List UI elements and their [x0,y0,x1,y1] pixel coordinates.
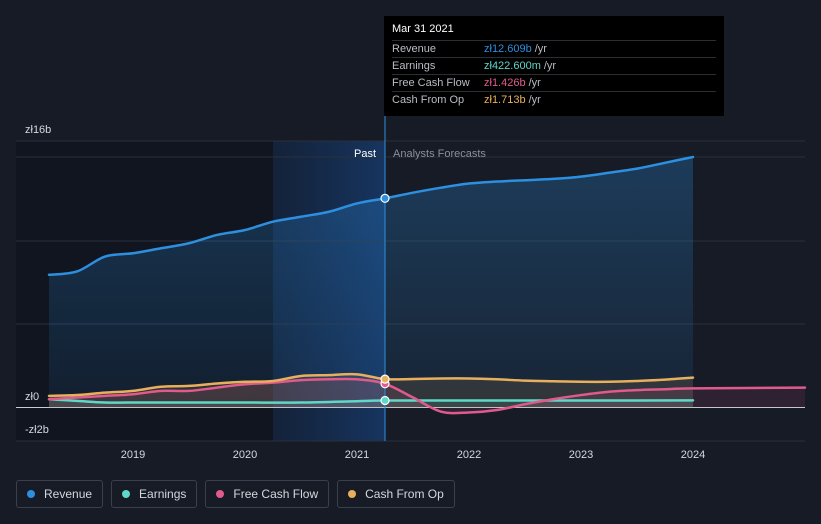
y-tick-label: zł0 [25,391,39,403]
y-tick-label: -zł2b [25,424,49,436]
legend-dot-icon [122,490,131,498]
tooltip-value: zł12.609b [484,43,532,55]
legend-dot-icon [216,490,225,498]
legend-item-cash-from-op[interactable]: Cash From Op [337,480,455,508]
area-revenue [49,157,693,408]
x-tick-label: 2020 [233,449,257,461]
y-tick-label: zł16b [25,124,51,136]
tooltip-value: zł1.426b [484,77,526,89]
tooltip-label: Free Cash Flow [392,77,470,89]
tooltip-label: Earnings [392,60,436,72]
series-markers [380,193,390,406]
legend-dot-icon [27,490,35,498]
legend-label: Earnings [139,487,187,501]
x-tick-label: 2023 [569,449,593,461]
tooltip-row-free-cash-flow: Free Cash Flow zł1.426b /yr [392,74,716,91]
tooltip: Mar 31 2021 Revenue zł12.609b /yr Earnin… [384,16,724,116]
marker-earnings [380,395,390,406]
legend-item-earnings[interactable]: Earnings [111,480,198,508]
legend: Revenue Earnings Free Cash Flow Cash Fro… [16,480,455,508]
x-tick-label: 2019 [121,449,145,461]
tooltip-date: Mar 31 2021 [392,23,454,35]
x-tick-label: 2024 [681,449,705,461]
line-cash-from-op [47,372,695,398]
legend-item-revenue[interactable]: Revenue [16,480,104,508]
tooltip-unit: /yr [528,77,541,89]
marker-cash-from-op [380,374,390,384]
tooltip-row-earnings: Earnings zł422.600m /yr [392,57,716,74]
legend-dot-icon [348,490,357,498]
area-free-cash-flow [49,378,805,414]
chart-area: zł16b zł0 -zł2b 2019 2020 2021 2022 2023 2024 P… [16,16,807,461]
past-label: Past [354,148,376,160]
line-revenue [47,155,695,277]
legend-label: Revenue [44,487,93,501]
x-axis-labels: 2019 2020 2021 2022 2023 2024 [121,449,705,461]
tooltip-unit: /yr [528,94,541,106]
y-axis-labels: zł16b zł0 -zł2b [25,124,51,436]
legend-item-free-cash-flow[interactable]: Free Cash Flow [205,480,330,508]
area-cash-from-op [49,374,693,408]
tooltip-row-cash-from-op: Cash From Op zł1.713b /yr [392,91,716,108]
tooltip-unit: /yr [534,43,547,55]
tooltip-unit: /yr [543,60,557,72]
tooltip-label: Revenue [392,43,437,55]
forecast-label: Analysts Forecasts [393,148,486,160]
x-tick-label: 2022 [457,449,481,461]
tooltip-label: Cash From Op [392,94,465,106]
marker-revenue [380,193,390,203]
legend-label: Free Cash Flow [233,487,319,501]
tooltip-value: zł422.600m [484,60,541,72]
line-earnings [47,397,695,404]
legend-label: Cash From Op [365,487,444,501]
x-tick-label: 2021 [345,449,369,461]
tooltip-value: zł1.713b [484,94,526,106]
tooltip-row-revenue: Revenue zł12.609b /yr [392,40,716,57]
